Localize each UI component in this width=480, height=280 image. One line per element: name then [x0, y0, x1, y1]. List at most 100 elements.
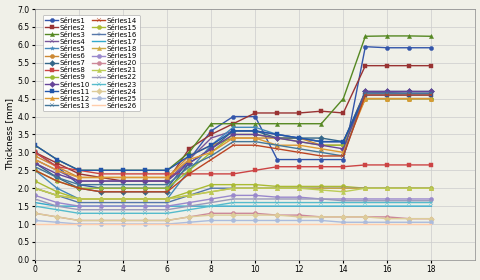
Séries19 [54, 201, 60, 204]
Séries13 [142, 183, 148, 186]
Séries5 [142, 197, 148, 201]
Séries10 [208, 147, 214, 150]
Séries11 [32, 144, 38, 147]
Séries16 [98, 201, 104, 204]
Séries6 [142, 176, 148, 179]
Séries12 [98, 176, 104, 179]
Séries26 [274, 222, 279, 226]
Séries25 [274, 219, 279, 222]
Line: Séries2: Séries2 [33, 64, 432, 183]
Séries8 [120, 172, 126, 176]
Séries6 [186, 154, 192, 158]
Séries23 [76, 212, 82, 215]
Séries17 [208, 204, 214, 208]
Séries19 [98, 204, 104, 208]
Séries19 [384, 197, 389, 201]
Séries18 [274, 186, 279, 190]
Séries23 [252, 201, 258, 204]
Séries21 [230, 186, 236, 190]
Séries22 [98, 208, 104, 211]
Séries3 [208, 122, 214, 125]
Séries23 [340, 201, 346, 204]
Séries19 [164, 204, 169, 208]
Séries5 [296, 136, 301, 140]
Séries6 [384, 97, 389, 100]
Séries5 [76, 197, 82, 201]
Séries6 [406, 97, 411, 100]
Séries24 [164, 219, 169, 222]
Séries10 [98, 179, 104, 183]
Séries9 [318, 144, 324, 147]
Séries25 [120, 222, 126, 226]
Séries22 [296, 197, 301, 201]
Séries3 [384, 34, 389, 38]
Séries19 [428, 197, 433, 201]
Séries23 [54, 208, 60, 211]
Séries3 [406, 34, 411, 38]
Séries10 [384, 90, 389, 93]
Séries5 [384, 97, 389, 100]
Séries25 [318, 219, 324, 222]
Séries4 [120, 179, 126, 183]
Séries4 [164, 179, 169, 183]
Séries6 [362, 97, 368, 100]
Séries21 [252, 186, 258, 190]
Séries26 [230, 222, 236, 226]
Séries20 [384, 215, 389, 219]
Séries26 [428, 222, 433, 226]
Séries20 [32, 212, 38, 215]
Séries7 [362, 90, 368, 93]
Séries16 [362, 186, 368, 190]
Séries24 [362, 215, 368, 219]
Line: Séries7: Séries7 [33, 89, 432, 194]
Séries5 [428, 97, 433, 100]
Séries3 [164, 169, 169, 172]
Séries25 [32, 219, 38, 222]
Séries20 [362, 215, 368, 219]
Line: Séries1: Séries1 [33, 45, 432, 190]
Séries18 [186, 194, 192, 197]
Séries1 [230, 115, 236, 118]
Séries13 [208, 154, 214, 158]
Séries8 [318, 165, 324, 168]
Séries2 [208, 133, 214, 136]
Séries21 [296, 186, 301, 190]
Séries24 [296, 215, 301, 219]
Séries21 [208, 190, 214, 193]
Séries5 [32, 169, 38, 172]
Séries26 [76, 222, 82, 226]
Séries3 [230, 122, 236, 125]
Séries26 [142, 222, 148, 226]
Séries2 [406, 64, 411, 67]
Séries9 [230, 133, 236, 136]
Séries11 [340, 140, 346, 143]
Séries5 [230, 126, 236, 129]
Séries22 [32, 197, 38, 201]
Séries8 [32, 151, 38, 154]
Séries20 [230, 212, 236, 215]
Séries24 [32, 212, 38, 215]
Séries14 [208, 158, 214, 161]
Séries16 [208, 186, 214, 190]
Séries20 [428, 217, 433, 220]
Séries3 [120, 169, 126, 172]
Séries1 [120, 186, 126, 190]
Séries4 [186, 158, 192, 161]
Séries20 [120, 219, 126, 222]
Y-axis label: Thickness [mm]: Thickness [mm] [6, 99, 14, 171]
Séries20 [274, 213, 279, 217]
Séries15 [252, 183, 258, 186]
Séries8 [208, 172, 214, 176]
Séries22 [120, 208, 126, 211]
Séries12 [120, 176, 126, 179]
Séries9 [406, 97, 411, 100]
Séries4 [76, 179, 82, 183]
Séries20 [406, 217, 411, 220]
Séries11 [142, 169, 148, 172]
Séries10 [274, 136, 279, 140]
Séries15 [384, 186, 389, 190]
Séries7 [76, 186, 82, 190]
Séries12 [318, 147, 324, 150]
Séries11 [296, 136, 301, 140]
Séries7 [230, 129, 236, 132]
